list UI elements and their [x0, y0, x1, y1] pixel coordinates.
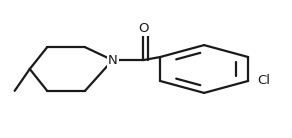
Text: N: N — [108, 54, 117, 67]
Text: Cl: Cl — [258, 75, 271, 87]
Text: O: O — [138, 22, 148, 34]
